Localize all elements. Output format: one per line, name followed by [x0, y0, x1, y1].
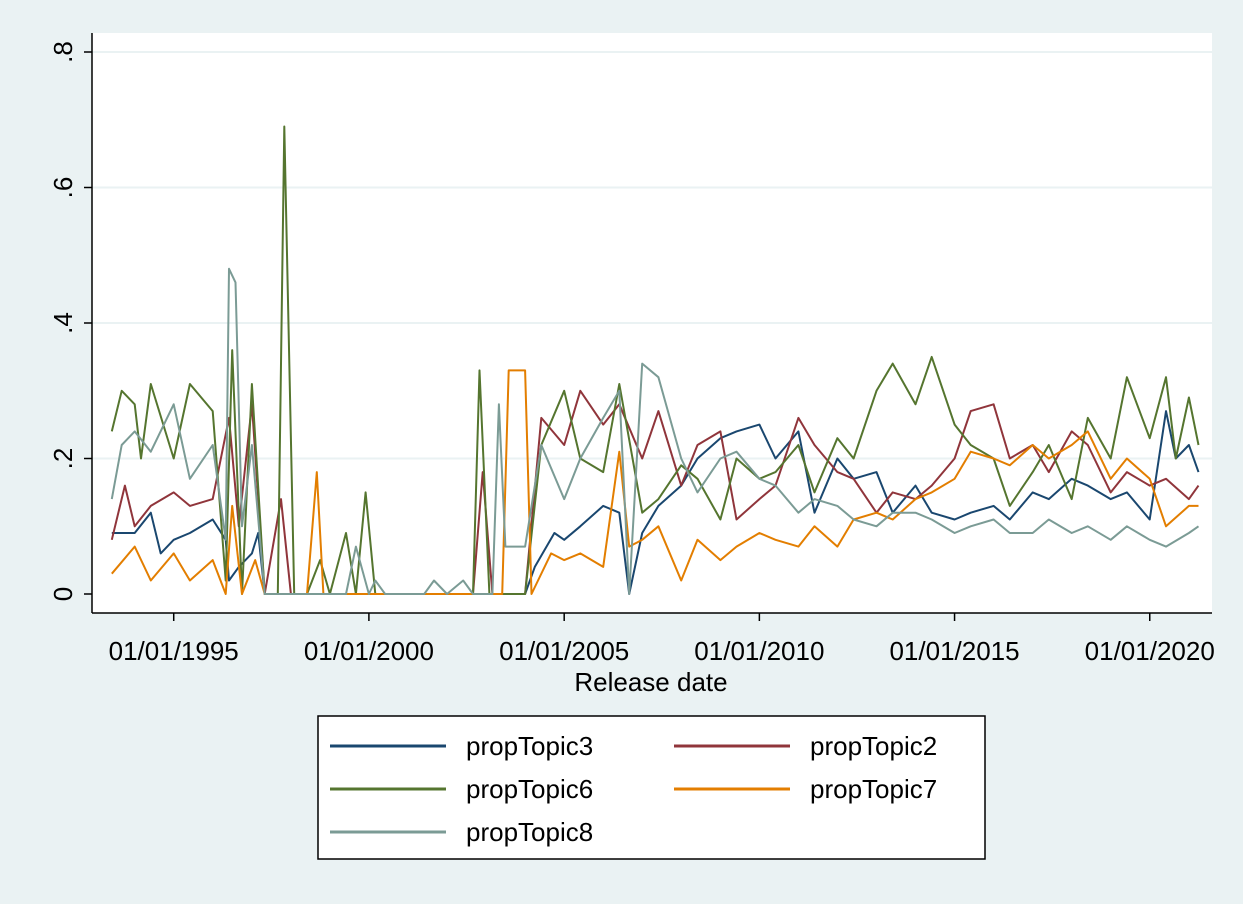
series-line-proptopic6 [110, 125, 1200, 595]
y-tick-label: .6 [48, 177, 78, 199]
legend-label-proptopic8: propTopic8 [466, 817, 593, 847]
y-tick-label: .2 [48, 448, 78, 470]
gridlines [92, 51, 1212, 460]
x-tick-label: 01/01/2005 [499, 636, 629, 666]
series-line-proptopic7 [111, 369, 1199, 595]
legend-label-proptopic6: propTopic6 [466, 774, 593, 804]
y-tick-label: .8 [48, 41, 78, 63]
legend-label-proptopic3: propTopic3 [466, 731, 593, 761]
y-ticks: 0 .2 .4 .6 .8 [48, 41, 92, 601]
x-axis-title: Release date [574, 667, 727, 697]
y-tick-label: 0 [48, 587, 78, 601]
series-line-proptopic8 [110, 267, 1200, 595]
series-line-proptopic2 [110, 389, 1200, 595]
x-tick-label: 01/01/2015 [889, 636, 1019, 666]
legend: propTopic3 propTopic2 propTopic6 propTop… [317, 715, 986, 860]
legend-label-proptopic2: propTopic2 [810, 731, 937, 761]
legend-label-proptopic7: propTopic7 [810, 774, 937, 804]
x-tick-label: 01/01/2010 [694, 636, 824, 666]
x-ticks: 01/01/1995 01/01/2000 01/01/2005 01/01/2010… [109, 613, 1215, 666]
y-tick-label: .4 [48, 312, 78, 334]
series-lines [110, 125, 1200, 595]
x-tick-label: 01/01/2020 [1085, 636, 1215, 666]
x-tick-label: 01/01/1995 [109, 636, 239, 666]
x-tick-label: 01/01/2000 [304, 636, 434, 666]
